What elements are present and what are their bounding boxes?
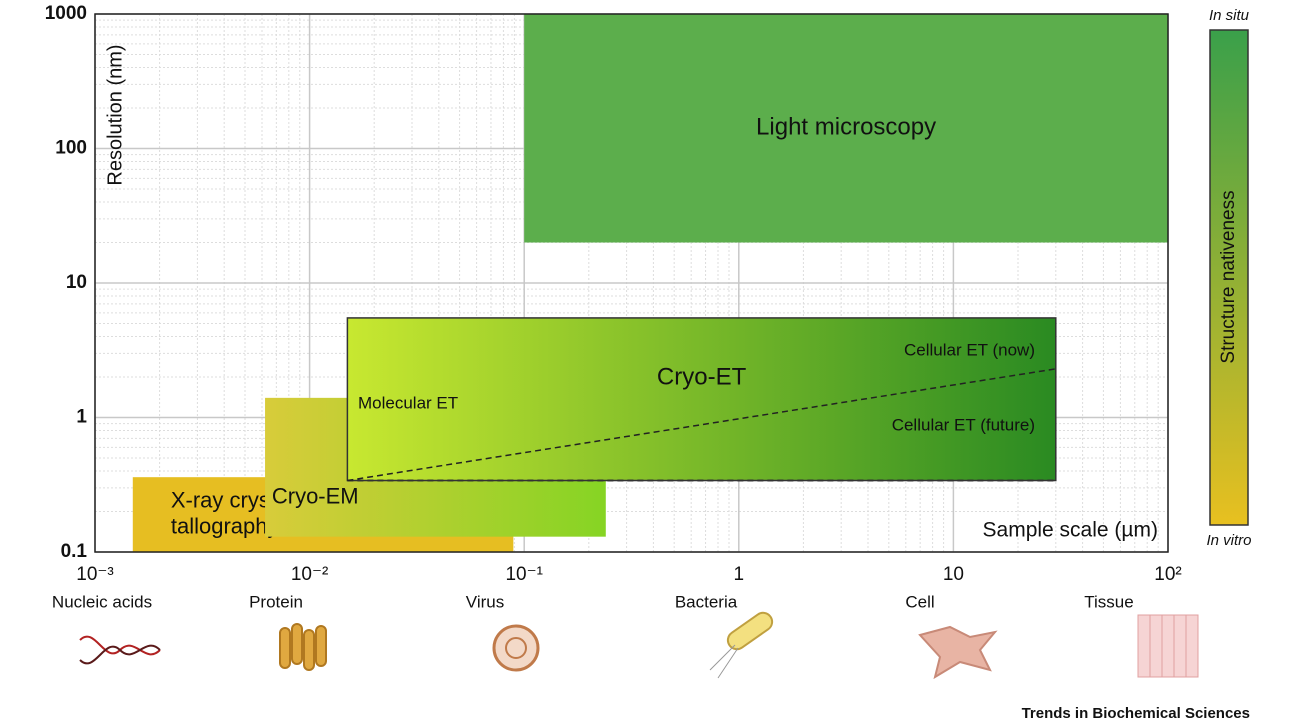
region-label: X-ray crys- bbox=[171, 487, 277, 512]
annotation: Molecular ET bbox=[358, 393, 458, 412]
y-tick-label: 100 bbox=[55, 138, 87, 159]
cell-icon bbox=[918, 625, 998, 680]
icons bbox=[79, 611, 1199, 680]
y-tick-label: 1000 bbox=[45, 3, 87, 24]
region-label: Cryo-ET bbox=[657, 363, 747, 390]
annotation: Cellular ET (now) bbox=[904, 340, 1035, 359]
dna-icon bbox=[79, 644, 161, 665]
virus-icon bbox=[505, 637, 527, 659]
x-axis-label: Sample scale (µm) bbox=[983, 519, 1158, 542]
x-tick-label: 10⁻³ bbox=[76, 564, 114, 585]
colorbar-bottom: In vitro bbox=[1206, 532, 1251, 549]
plot-frame bbox=[94, 13, 1169, 553]
sample-type: Cell bbox=[905, 592, 934, 611]
x-tick-label: 1 bbox=[734, 564, 745, 585]
sample-type: Nucleic acids bbox=[52, 592, 152, 611]
y-tick-label: 1 bbox=[76, 407, 87, 428]
bacteria-icon bbox=[726, 611, 774, 651]
sample-type: Protein bbox=[249, 592, 303, 611]
sample-type: Virus bbox=[466, 592, 504, 611]
region-label: Cryo-EM bbox=[272, 484, 359, 509]
sample-type: Bacteria bbox=[675, 592, 738, 611]
colorbar-label: Structure nativeness bbox=[1218, 190, 1239, 363]
y-axis-label: Resolution (nm) bbox=[104, 44, 126, 185]
region bbox=[524, 14, 1168, 243]
virus-icon bbox=[492, 624, 540, 672]
x-tick-label: 10⁻² bbox=[291, 564, 329, 585]
y-tick-label: 10 bbox=[66, 272, 87, 293]
x-tick-label: 10⁻¹ bbox=[505, 564, 543, 585]
region-label: Light microscopy bbox=[756, 114, 936, 141]
tissue-icon bbox=[1137, 614, 1199, 678]
region bbox=[346, 317, 1057, 482]
colorbar bbox=[1209, 29, 1249, 526]
region-label: tallography bbox=[171, 513, 279, 538]
x-tick-label: 10² bbox=[1154, 564, 1181, 585]
x-tick-label: 10 bbox=[943, 564, 964, 585]
annotation: Cellular ET (future) bbox=[892, 415, 1035, 434]
bacteria-icon bbox=[709, 644, 739, 679]
colorbar-top: In situ bbox=[1209, 7, 1250, 24]
y-tick-label: 0.1 bbox=[61, 541, 88, 562]
protein-icon bbox=[279, 623, 327, 671]
sample-type: Tissue bbox=[1084, 592, 1133, 611]
footer: Trends in Biochemical Sciences bbox=[1022, 705, 1250, 722]
